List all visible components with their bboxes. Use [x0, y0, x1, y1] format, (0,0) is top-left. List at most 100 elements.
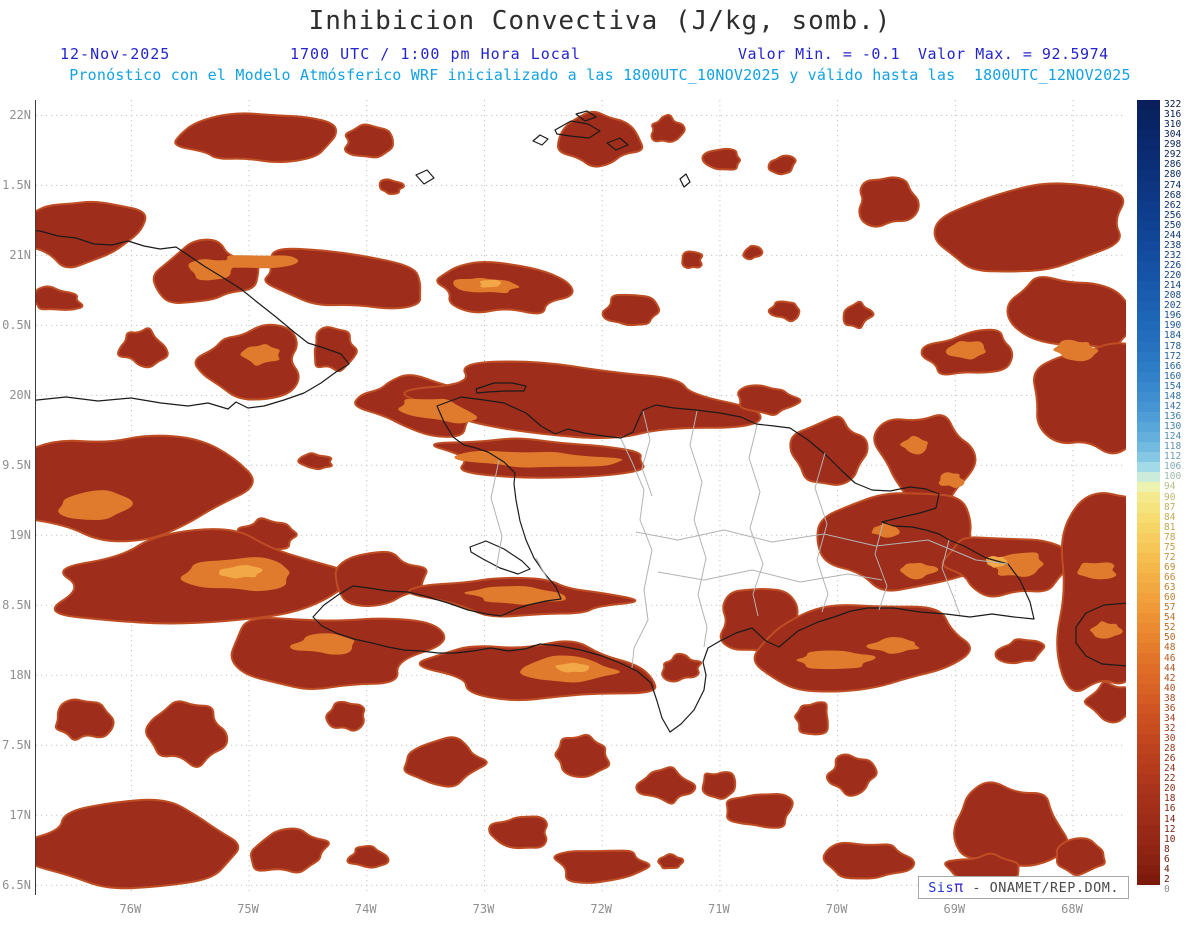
colorbar-tick-label: 172 [1164, 350, 1182, 362]
cin-field-blob [36, 798, 240, 890]
province-border [941, 539, 961, 616]
coastline [36, 230, 350, 410]
colorbar-cell [1137, 130, 1160, 141]
colorbar-tick-label: 286 [1164, 159, 1182, 171]
colorbar-cell [1137, 210, 1160, 222]
colorbar-cell [1137, 572, 1160, 584]
colorbar-cell [1137, 593, 1160, 604]
colorbar-tick-label: 256 [1164, 209, 1182, 221]
colorbar-cell [1137, 472, 1160, 483]
colorbar-cell [1137, 301, 1160, 312]
cin-field-blob [1055, 837, 1106, 877]
cin-field-blob-orange [866, 637, 920, 654]
colorbar-cell [1137, 542, 1160, 554]
colorbar-cell [1137, 482, 1160, 494]
colorbar-cell [1137, 603, 1160, 614]
lat-tick-label: 1.5N [2, 178, 31, 193]
colorbar-tick-label: 316 [1164, 109, 1182, 121]
cin-field-blob [36, 200, 147, 269]
cin-field-blob [346, 844, 390, 869]
colorbar-tick-label: 34 [1164, 712, 1176, 724]
colorbar-cell [1137, 834, 1160, 846]
colorbar-tick-label: 118 [1164, 441, 1182, 453]
cin-field-blob [816, 492, 983, 592]
colorbar-cell [1137, 311, 1160, 322]
colorbar-tick-label: 190 [1164, 320, 1182, 332]
colorbar-tick-label: 60 [1164, 592, 1176, 604]
lon-tick-label: 70W [825, 902, 848, 916]
colorbar-tick-label: 10 [1164, 833, 1176, 845]
colorbar-cell [1137, 492, 1160, 504]
colorbar-cell [1137, 794, 1160, 806]
colorbar-cell [1137, 532, 1160, 544]
colorbar-tick-label: 214 [1164, 280, 1182, 292]
colorbar-tick-label: 184 [1164, 330, 1182, 342]
colorbar-tick-label: 142 [1164, 400, 1182, 412]
colorbar-cell [1137, 562, 1160, 574]
cin-field-blob-orange [945, 340, 986, 360]
colorbar-tick-label: 42 [1164, 672, 1176, 684]
coastline [606, 137, 629, 151]
province-border [748, 424, 764, 617]
cin-field-blob-orange [454, 450, 623, 468]
cin-field-blob [1006, 275, 1126, 349]
colorbar-cell [1137, 663, 1160, 675]
lat-tick-label: 19N [9, 528, 31, 543]
valid-time: 1700 UTC / 1:00 pm Hora Local [290, 45, 581, 63]
colorbar-tick-label: 220 [1164, 270, 1182, 282]
coastline [475, 382, 527, 394]
cin-field-blob [378, 178, 405, 196]
cin-field-blob [767, 300, 801, 323]
colorbar-cell [1137, 522, 1160, 534]
colorbar-cell [1137, 552, 1160, 564]
cin-field-blob-bright [218, 565, 263, 579]
colorbar-cell [1137, 341, 1160, 353]
lon-tick-label: 72W [590, 902, 613, 916]
colorbar-tick-label: 81 [1164, 521, 1176, 533]
cin-field-blob [488, 815, 548, 850]
cin-field-blob [858, 176, 920, 228]
province-border [535, 557, 549, 581]
cin-field-blob [264, 247, 422, 310]
colorbar-tick-label: 57 [1164, 602, 1176, 614]
colorbar-tick-label: 66 [1164, 572, 1176, 583]
colorbar-tick-label: 0 [1164, 883, 1170, 895]
cin-field-blob [145, 700, 229, 768]
colorbar-cell [1137, 864, 1160, 876]
colorbar-cell [1137, 814, 1160, 826]
colorbar-tick-label: 166 [1164, 360, 1182, 372]
cin-field-blob-orange [58, 490, 133, 520]
lat-tick-label: 21N [9, 248, 31, 263]
cin-field-blob [789, 415, 869, 486]
colorbar-cell [1137, 854, 1160, 866]
province-border [641, 410, 653, 497]
colorbar-cell [1137, 160, 1160, 172]
colorbar-cell [1137, 502, 1160, 514]
cin-field-blob [556, 110, 644, 168]
colorbar-tick-label: 94 [1164, 481, 1176, 493]
map-plot-area: Sisπ - ONAMET/REP.DOM. [35, 100, 1129, 899]
cin-field-blob-orange [240, 344, 280, 366]
colorbar-cell [1137, 291, 1160, 302]
coastline [575, 110, 597, 122]
minmax-values: Valor Min. = -0.1 Valor Max. = 92.5974 [738, 45, 1109, 63]
colorbar-tick-label: 238 [1164, 239, 1182, 251]
colorbar-tick-label: 18 [1164, 793, 1176, 805]
colorbar-cell [1137, 683, 1160, 695]
colorbar-tick-label: 124 [1164, 431, 1182, 443]
colorbar-tick-label: 52 [1164, 622, 1176, 634]
cin-field-blob-orange [1077, 562, 1117, 580]
colorbar-cell [1137, 774, 1160, 785]
colorbar-tick-label: 196 [1164, 310, 1182, 322]
cin-field-blob-orange [871, 523, 900, 538]
colorbar-tick-label: 310 [1164, 119, 1182, 131]
colorbar-tick-label: 280 [1164, 169, 1182, 181]
colorbar-cell [1137, 623, 1160, 634]
colorbar-cell [1137, 321, 1160, 333]
cin-field-blob [701, 771, 737, 800]
colorbar-tick-label: 84 [1164, 511, 1176, 523]
colorbar-tick-label: 36 [1164, 702, 1176, 714]
cin-field-blob-orange [1053, 339, 1099, 362]
valid-date: 12-Nov-2025 [60, 45, 171, 63]
